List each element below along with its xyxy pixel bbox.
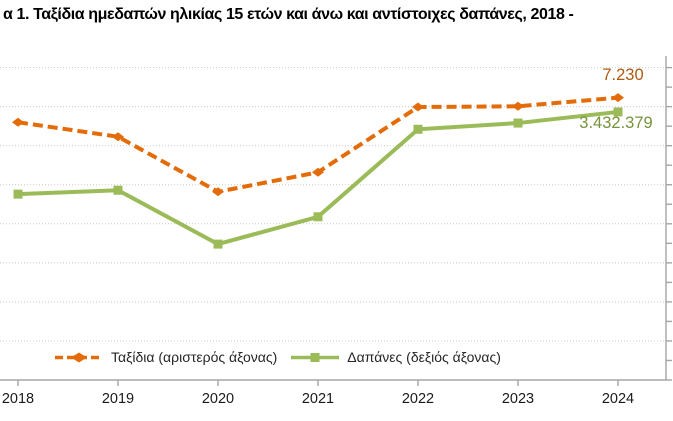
trips-series: [12, 93, 624, 197]
x-axis-label: 2019: [102, 391, 134, 407]
expenses-series: [13, 107, 623, 249]
expenses-legend-marker-icon: [291, 352, 340, 362]
expenses-2024-data-label: 3.432.379: [579, 114, 652, 132]
x-axis-label: 2020: [202, 391, 234, 407]
right-axis-ticks: [666, 66, 672, 381]
gridlines: [0, 67, 666, 342]
expenses-data-point-marker: [413, 124, 423, 134]
trips-2024-data-label: 7.230: [602, 66, 643, 84]
chart-title: α 1. Ταξίδια ημεδαπών ηλικίας 15 ετών κα…: [3, 6, 574, 23]
trips-line: [17, 95, 619, 194]
trips-data-point-marker: [212, 187, 224, 197]
trips-data-point-marker: [512, 101, 524, 111]
x-axis-labels: 2018 2019 2020 2021 2022 2023 2024: [2, 391, 634, 407]
trips-data-point-marker: [312, 167, 324, 177]
legend-item-trips: Ταξίδια (αριστερός άξονας): [55, 349, 277, 365]
legend-label-expenses: Δαπάνες (δεξιός άξονας): [347, 349, 501, 365]
expenses-data-point-marker: [113, 185, 123, 195]
expenses-data-point-marker: [313, 212, 323, 222]
legend-label-trips: Ταξίδια (αριστερός άξονας): [111, 349, 278, 365]
x-axis-label: 2022: [402, 391, 434, 407]
expenses-data-point-marker: [213, 239, 223, 249]
x-axis-ticks: [17, 380, 619, 386]
x-axis-label: 2021: [302, 391, 334, 407]
x-axis-label: 2018: [2, 391, 34, 407]
trips-data-point-marker: [112, 132, 124, 142]
trips-data-point-marker: [412, 102, 424, 112]
expenses-data-point-marker: [613, 107, 623, 117]
trips-data-point-marker: [612, 93, 624, 103]
trips-legend-marker-icon: [55, 352, 103, 362]
legend-item-expenses: Δαπάνες (δεξιός άξονας): [291, 349, 501, 365]
legend: Ταξίδια (αριστερός άξονας) Δαπάνες (δεξι…: [55, 349, 501, 365]
expenses-data-point-marker: [513, 118, 523, 128]
x-axis-label: 2023: [502, 391, 534, 407]
trips-data-point-marker: [12, 117, 24, 127]
expenses-data-point-marker: [13, 189, 23, 199]
x-axis-label: 2024: [602, 391, 634, 407]
